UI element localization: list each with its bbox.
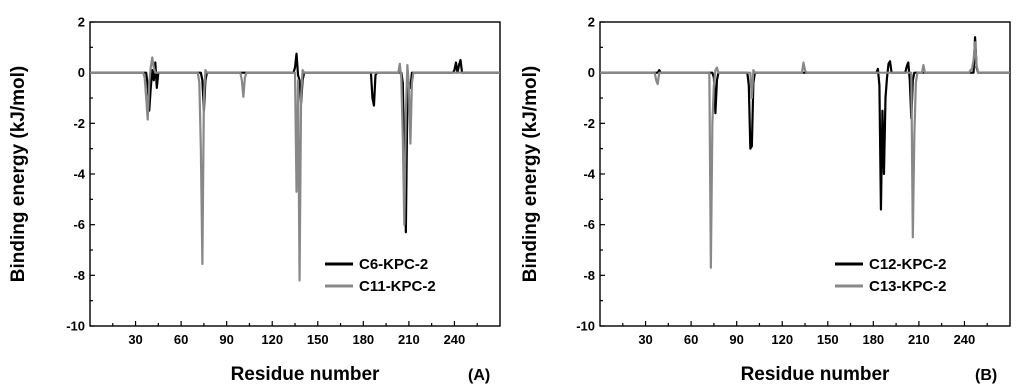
panel-a-y-tick-label: 2 <box>78 15 85 30</box>
panel-b-x-tick-label: 60 <box>684 332 698 347</box>
panel-b-series-line-1 <box>600 36 1010 211</box>
panel-b-legend-label-1: C12-KPC-2 <box>869 256 947 273</box>
panel-b-series-line-2 <box>600 41 1010 269</box>
panel-a-x-tick-label: 150 <box>307 332 329 347</box>
panel-a-legend-label-1: C6-KPC-2 <box>359 256 428 273</box>
panel-a-x-tick-label: 240 <box>444 332 466 347</box>
panel-a-y-tick-label: -2 <box>73 116 85 131</box>
panel-b-x-tick-label: 150 <box>817 332 839 347</box>
panel-b-x-tick-label: 120 <box>771 332 793 347</box>
panel-b-x-tick-label: 180 <box>862 332 884 347</box>
panel-b-y-tick-label: -6 <box>583 217 595 232</box>
panel-a-x-tick-label: 90 <box>219 332 233 347</box>
panel-a-y-tick-label: -10 <box>66 319 85 334</box>
panel-a-x-axis-title: Residue number <box>231 364 380 385</box>
panel-b-y-tick-label: -10 <box>576 319 595 334</box>
panel-b-y-tick-label: -4 <box>583 167 595 182</box>
panel-b-x-tick-label: 90 <box>729 332 743 347</box>
panel-a-y-tick-label: -4 <box>73 167 85 182</box>
panel-b-y-tick-label: -8 <box>583 268 595 283</box>
panel-a-x-tick-label: 210 <box>398 332 420 347</box>
panel-b-y-tick-label: 2 <box>588 15 595 30</box>
panel-b-x-tick-label: 30 <box>638 332 652 347</box>
panel-a-y-tick-label: 0 <box>78 65 85 80</box>
panel-b-y-axis-title: Binding energy (kJ/mol) <box>520 66 541 282</box>
panel-a-y-tick-label: -8 <box>73 268 85 283</box>
panel-a-x-tick-label: 30 <box>128 332 142 347</box>
panel-b-x-tick-label: 240 <box>954 332 976 347</box>
panel-b-panel-label: (B) <box>975 367 997 384</box>
panel-b-y-tick-label: -2 <box>583 116 595 131</box>
panel-b-legend-label-2: C13-KPC-2 <box>869 278 947 295</box>
panel-a-y-tick-label: -6 <box>73 217 85 232</box>
panel-a-x-tick-label: 180 <box>352 332 374 347</box>
panel-b-x-axis-title: Residue number <box>741 364 890 385</box>
panel-a-panel-label: (A) <box>468 367 490 384</box>
panel-a-x-tick-label: 120 <box>261 332 283 347</box>
panel-b-y-tick-label: 0 <box>588 65 595 80</box>
panel-a-series-line-2 <box>90 56 500 282</box>
panel-b-x-tick-label: 210 <box>908 332 930 347</box>
panel-a-x-tick-label: 60 <box>174 332 188 347</box>
panel-a-y-axis-title: Binding energy (kJ/mol) <box>8 66 29 282</box>
panel-a-legend-label-2: C11-KPC-2 <box>359 278 436 295</box>
